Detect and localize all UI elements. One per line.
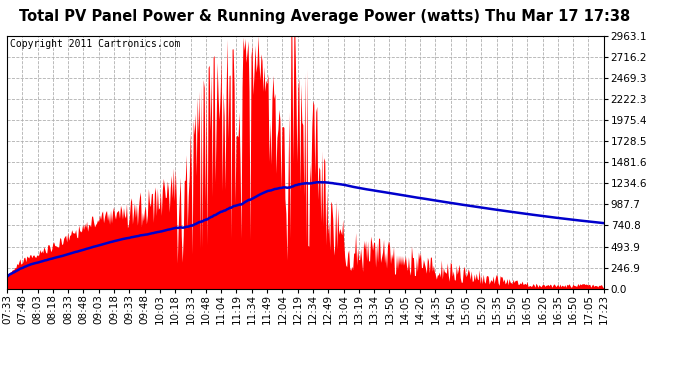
Text: Copyright 2011 Cartronics.com: Copyright 2011 Cartronics.com bbox=[10, 39, 180, 50]
Text: Total PV Panel Power & Running Average Power (watts) Thu Mar 17 17:38: Total PV Panel Power & Running Average P… bbox=[19, 9, 630, 24]
